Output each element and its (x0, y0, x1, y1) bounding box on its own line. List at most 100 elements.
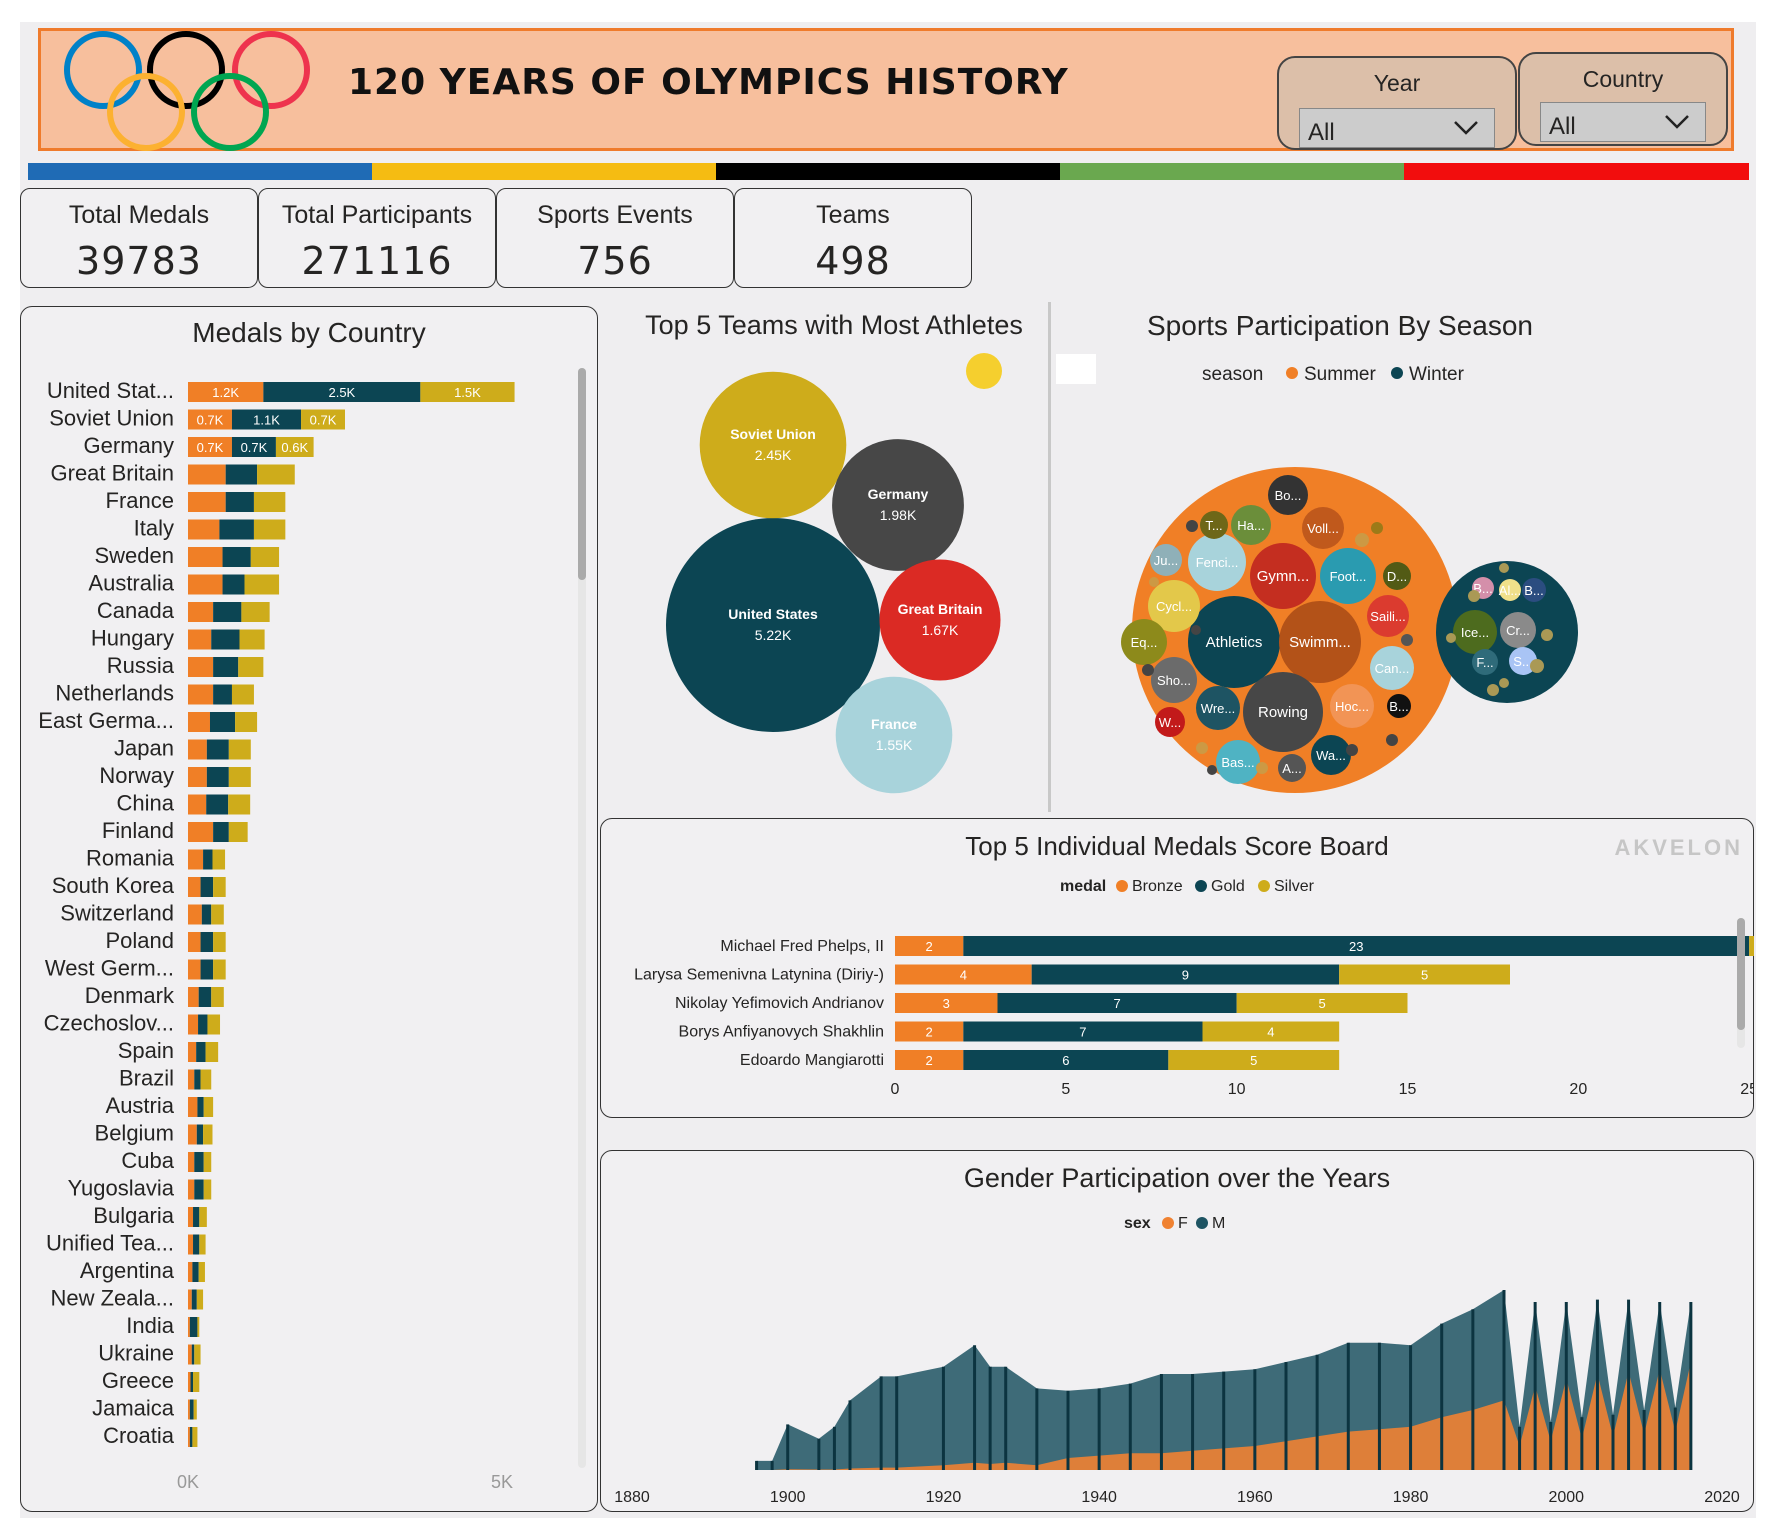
summer-sport-bubble-small (1386, 734, 1398, 746)
bar-segment-silver (193, 1372, 200, 1392)
bar-segment-gold (213, 657, 239, 677)
x-tick-label: 1900 (770, 1489, 806, 1506)
country-filter[interactable]: Country All (1518, 52, 1728, 146)
summer-sport-bubble (1148, 580, 1200, 632)
year-dropdown[interactable]: All (1299, 108, 1495, 148)
medals-by-country-chart: United Stat... 1.2K 2.5K 1.5K Soviet Union 0.… (38, 368, 586, 1492)
x-tick-label: 2020 (1704, 1489, 1740, 1506)
legend-marker (1162, 1217, 1174, 1229)
data-label: 0.7K (241, 440, 268, 455)
scrollbar-track (578, 368, 586, 1468)
sport-label: Ice... (1461, 625, 1489, 640)
athlete-label: Michael Fred Phelps, II (720, 938, 884, 955)
team-name-label: France (871, 716, 917, 732)
bar-segment-gold (219, 519, 254, 540)
bar-segment-gold (222, 574, 245, 595)
country-label: East Germa... (38, 708, 174, 733)
summer-sport-bubble (1150, 544, 1182, 576)
bar-segment-bronze (188, 1344, 192, 1365)
individual-medals-chart: medal Bronze Gold Silver Michael Fred Phelps… (634, 878, 1754, 1098)
bar-segment-gold (197, 1097, 204, 1117)
olympic-rings-logo (64, 31, 310, 151)
bar-segment-gold (997, 993, 1237, 1013)
bar-segment-bronze (188, 822, 214, 842)
x-tick-label: 2000 (1548, 1489, 1584, 1506)
sport-label: Foot... (1330, 569, 1367, 584)
sport-label: W... (1159, 715, 1181, 730)
winter-sport-bubble-small (1541, 629, 1553, 641)
team-bubble (832, 439, 964, 571)
summer-sport-bubble (1278, 754, 1306, 782)
team-bubble (835, 676, 953, 794)
legend-title: season (1202, 364, 1263, 385)
kpi-value: 498 (815, 239, 891, 283)
kpi-sports-events: Sports Events 756 (496, 188, 734, 288)
bar-segment-silver (228, 822, 248, 842)
bar-segment-gold (193, 1234, 200, 1255)
bar-segment-gold (203, 849, 213, 870)
data-label: 0.6K (281, 440, 308, 455)
country-dropdown[interactable]: All (1540, 102, 1706, 142)
bar-segment-gold (263, 382, 421, 402)
bar-segment-bronze (188, 904, 202, 925)
bar-segment-bronze (188, 877, 201, 897)
bar-segment-gold (189, 1317, 198, 1337)
chart-title: Top 5 Individual Medals Score Board (965, 831, 1389, 861)
sport-label: Swimm... (1289, 634, 1351, 651)
bar-segment-silver (192, 1427, 198, 1447)
summer-sport-bubble (1302, 507, 1344, 549)
data-label: 4 (1267, 1025, 1274, 1040)
winter-sport-bubble (1509, 647, 1537, 675)
bar-segment-silver (211, 904, 224, 925)
bar-segment-gold (213, 684, 232, 705)
legend-marker (1391, 367, 1403, 379)
team-name-label: Great Britain (898, 601, 983, 617)
bar-segment-bronze (188, 437, 232, 457)
data-label: 9 (1182, 968, 1189, 983)
sport-label: Wre... (1201, 701, 1235, 716)
bar-segment-silver (239, 629, 265, 650)
bar-segment-bronze (188, 1262, 193, 1282)
chevron-down-icon[interactable] (1663, 109, 1691, 133)
data-label: 5 (1250, 1053, 1257, 1068)
bar-segment-silver (1749, 936, 1754, 956)
bar-segment-bronze (188, 382, 264, 402)
bar-segment-bronze (188, 547, 223, 567)
bar-segment-bronze (188, 712, 210, 732)
team-value-label: 2.45K (755, 447, 792, 463)
stripe-segment (716, 163, 1061, 180)
series-f-area (756, 1362, 1691, 1470)
summer-sport-bubble-small (1196, 742, 1208, 754)
bar-segment-silver (257, 464, 295, 485)
kpi-total-participants: Total Participants 271116 (258, 188, 496, 288)
year-dropdown-value: All (1308, 119, 1335, 146)
country-label: Germany (84, 433, 174, 458)
team-value-label: 1.98K (880, 507, 917, 523)
bar-segment-silver (205, 1042, 219, 1062)
bar-segment-gold (213, 602, 242, 622)
stripe-segment (1060, 163, 1405, 180)
winter-sport-bubble (1500, 612, 1536, 648)
medals-by-country-panel: Medals by Country (20, 306, 598, 1512)
bar-segment-silver (250, 547, 280, 567)
bar-segment-bronze (895, 1021, 964, 1042)
athlete-label: Edoardo Mangiarotti (740, 1052, 884, 1069)
bar-segment-silver (207, 1014, 221, 1035)
data-label: 2 (926, 1053, 933, 1068)
sport-label: D... (1387, 569, 1407, 584)
bar-segment-gold (192, 1262, 199, 1282)
bar-segment-silver (213, 877, 226, 897)
bar-segment-bronze (188, 1097, 198, 1117)
bar-segment-gold (963, 1021, 1203, 1042)
sport-label: Can... (1375, 661, 1410, 676)
summer-sport-bubble (1370, 646, 1414, 690)
country-dropdown-value: All (1549, 113, 1576, 140)
chevron-down-icon[interactable] (1452, 115, 1480, 139)
sport-label: Saili... (1370, 609, 1405, 624)
year-filter[interactable]: Year All (1277, 56, 1517, 150)
bar-segment-bronze (188, 1042, 197, 1062)
bar-segment-gold (189, 1399, 194, 1420)
stripe-segment (372, 163, 717, 180)
chart-title: Gender Participation over the Years (963, 1163, 1391, 1193)
panel-divider (1048, 302, 1051, 812)
